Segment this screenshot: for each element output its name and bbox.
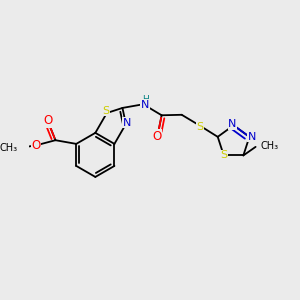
Text: N: N	[141, 100, 149, 110]
Text: O: O	[31, 139, 40, 152]
Text: N: N	[228, 119, 236, 129]
Text: S: S	[196, 122, 204, 132]
Text: N: N	[248, 132, 256, 142]
Text: N: N	[123, 118, 131, 128]
Text: S: S	[220, 150, 227, 161]
Text: H: H	[142, 95, 148, 104]
Text: CH₃: CH₃	[0, 142, 18, 153]
Text: S: S	[102, 106, 109, 116]
Text: O: O	[152, 130, 161, 142]
Text: O: O	[44, 114, 53, 127]
Text: CH₃: CH₃	[261, 141, 279, 151]
